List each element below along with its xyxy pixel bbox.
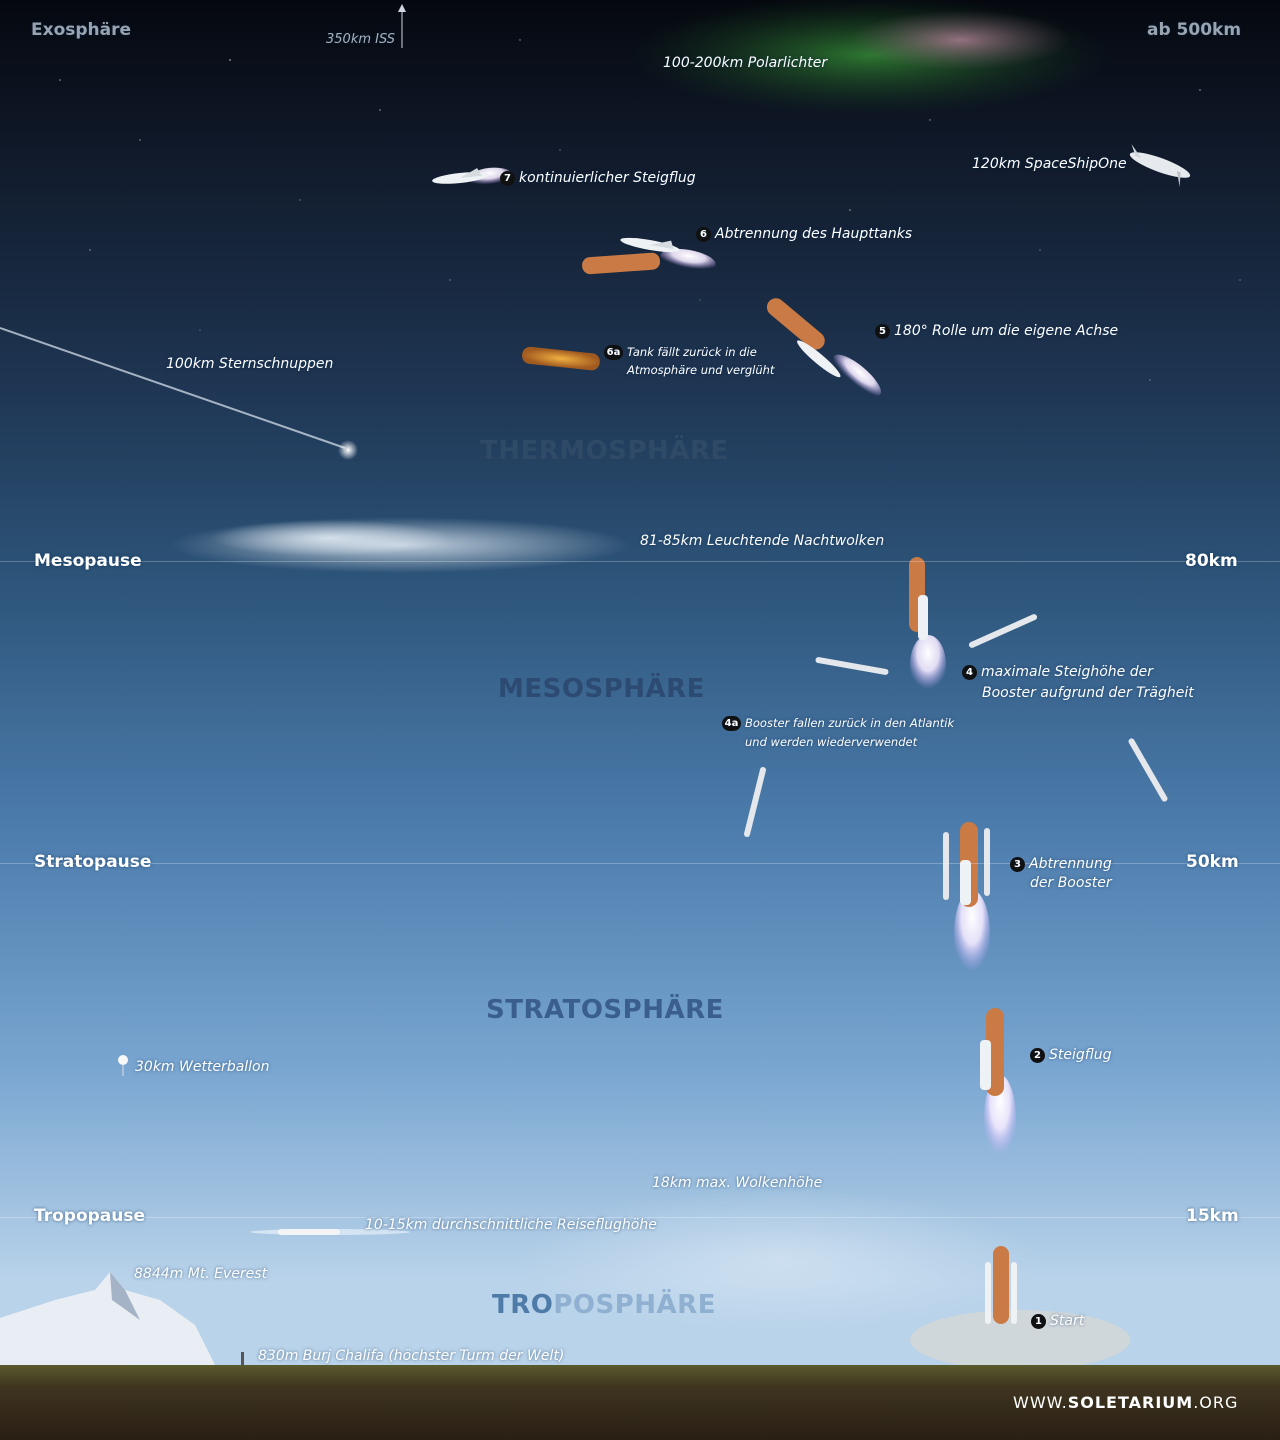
troposphere-rest: POSPHÄRE [553, 1290, 716, 1320]
tropopause-line [0, 1217, 1280, 1218]
iss-arrow [398, 4, 406, 48]
everest-label: 8844m Mt. Everest [134, 1266, 268, 1282]
step-6-number: 6 [696, 227, 711, 242]
shuttle-step4 [909, 557, 946, 695]
booster-4a-right [1128, 738, 1168, 802]
footer-brand: SOLETARIUM [1067, 1393, 1194, 1412]
launch-smoke [910, 1310, 1130, 1370]
step-2-number: 2 [1030, 1048, 1045, 1063]
step-4a-line1: Booster fallen zurück in den Atlantik [745, 716, 955, 730]
step-5: 5 180° Rolle um die eigene Achse [875, 323, 1118, 339]
stratosphere-label: STRATOSPHÄRE [486, 995, 724, 1025]
step-4-number: 4 [962, 665, 977, 680]
footer-suffix: .ORG [1193, 1393, 1239, 1412]
step-3-number: 3 [1010, 857, 1025, 872]
footer-prefix: WWW. [1013, 1393, 1068, 1412]
step-6-text: Abtrennung des Haupttanks [715, 226, 913, 242]
footer-website[interactable]: WWW.SOLETARIUM.ORG [1013, 1393, 1238, 1412]
meteor-label: 100km Sternschnuppen [166, 356, 334, 372]
strato-altitude: 50km [1186, 852, 1239, 872]
step-4: 4 maximale Steighöhe der Booster aufgrund… [962, 662, 1194, 704]
ground [0, 1365, 1280, 1440]
step-6a-line1: Tank fällt zurück in die [627, 345, 757, 359]
troposphere-bold: TRO [492, 1290, 554, 1320]
step-7: 7 kontinuierlicher Steigflug [500, 170, 696, 186]
step-3: 3 Abtrennung der Booster [1010, 855, 1112, 893]
step-5-text: 180° Rolle um die eigene Achse [894, 323, 1119, 339]
mountain [0, 1272, 215, 1365]
step-4-line2: Booster aufgrund der Trägheit [982, 685, 1194, 701]
meso-altitude: 80km [1185, 551, 1238, 571]
tropopause-label: Tropopause [34, 1206, 146, 1226]
low-cloud [520, 1190, 1040, 1330]
shuttle-step3 [943, 822, 990, 980]
external-tank-step6 [582, 252, 660, 275]
stratopause-label: Stratopause [34, 852, 152, 872]
thermosphere-label: THERMOSPHÄRE [480, 436, 729, 466]
burj-tower [241, 1352, 244, 1365]
step-2-text: Steigflug [1049, 1047, 1112, 1063]
step-1: 1 Start [1031, 1313, 1084, 1329]
step-3-line1: Abtrennung [1029, 856, 1112, 872]
cruise-label: 10-15km durchschnittliche Reiseflughöhe [365, 1217, 657, 1233]
step-3-line2: der Booster [1030, 875, 1112, 891]
balloon-label: 30km Wetterballon [135, 1059, 270, 1075]
step-4a: 4a Booster fallen zurück in den Atlantik … [722, 714, 954, 752]
clouds-label: 18km max. Wolkenhöhe [652, 1175, 823, 1191]
step-6a-line2: Atmosphäre und verglüht [627, 363, 775, 377]
step-2: 2 Steigflug [1030, 1047, 1112, 1063]
step-5-number: 5 [875, 324, 890, 339]
shuttle-step6 [620, 237, 716, 271]
step-4a-number: 4a [722, 716, 741, 731]
step-6a: 6a Tank fällt zurück in die Atmosphäre un… [604, 343, 774, 379]
step-6: 6 Abtrennung des Haupttanks [696, 226, 912, 242]
booster-4-left [815, 657, 889, 675]
aurora-pink [850, 10, 1070, 70]
burning-tank [522, 346, 600, 371]
spaceshipone-label: 120km SpaceShipOne [972, 156, 1127, 172]
meteor [0, 327, 358, 460]
stars [59, 39, 1241, 381]
step-1-text: Start [1050, 1313, 1085, 1329]
airplane [250, 1229, 410, 1235]
booster-4-right [968, 614, 1038, 648]
burj-label: 830m Burj Chalifa (höchster Turm der Wel… [258, 1348, 565, 1364]
weather-balloon [118, 1055, 128, 1076]
booster-4a-left [744, 766, 766, 838]
step-7-number: 7 [500, 171, 515, 186]
nlc-label: 81-85km Leuchtende Nachtwolken [640, 533, 885, 549]
step-4a-line2: und werden wiederverwendet [745, 735, 918, 749]
shuttle-step1 [985, 1246, 1017, 1324]
step-4-line1: maximale Steighöhe der [981, 664, 1153, 680]
mesopause-label: Mesopause [34, 551, 142, 571]
exosphere-label: Exosphäre [31, 20, 132, 40]
step-7-text: kontinuierlicher Steigflug [519, 170, 696, 186]
mesosphere-label: MESOSPHÄRE [498, 674, 705, 704]
mesopause-line [0, 561, 1280, 562]
aurora-label: 100-200km Polarlichter [663, 55, 828, 71]
shuttle-step5 [766, 298, 881, 397]
step-6a-number: 6a [604, 345, 623, 360]
stratopause-line [0, 863, 1280, 864]
shuttle-step2 [980, 1008, 1016, 1165]
tropo-altitude: 15km [1186, 1206, 1239, 1226]
exo-altitude: ab 500km [1147, 20, 1242, 40]
iss-label: 350km ISS [326, 32, 396, 47]
troposphere-label: TROPOSPHÄRE [492, 1290, 716, 1320]
step-1-number: 1 [1031, 1314, 1046, 1329]
